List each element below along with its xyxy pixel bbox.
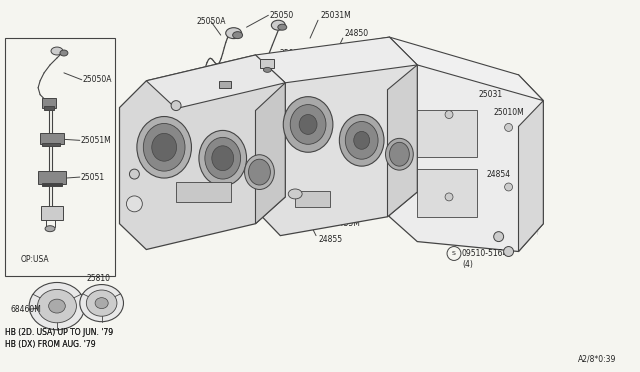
- Ellipse shape: [226, 28, 241, 39]
- Ellipse shape: [199, 131, 246, 186]
- Ellipse shape: [137, 116, 191, 178]
- Ellipse shape: [80, 285, 124, 322]
- Text: 25050A: 25050A: [83, 75, 112, 84]
- Ellipse shape: [212, 146, 234, 171]
- Ellipse shape: [152, 134, 177, 161]
- Circle shape: [493, 232, 504, 241]
- Text: (4): (4): [462, 260, 473, 269]
- Text: 09510-51642: 09510-51642: [462, 249, 513, 258]
- Text: OP:USA: OP:USA: [20, 255, 49, 264]
- Text: 24855B: 24855B: [149, 143, 179, 152]
- Ellipse shape: [143, 124, 185, 171]
- Circle shape: [504, 124, 513, 131]
- Bar: [295, 191, 330, 207]
- Ellipse shape: [38, 289, 76, 323]
- Ellipse shape: [354, 131, 370, 149]
- Text: 25050A: 25050A: [197, 17, 227, 26]
- Polygon shape: [518, 101, 543, 251]
- Circle shape: [504, 183, 513, 191]
- Bar: [260, 59, 275, 68]
- Text: HB (2D. USA) UP TO JUN. '79: HB (2D. USA) UP TO JUN. '79: [5, 328, 113, 337]
- Text: 25010M: 25010M: [493, 108, 524, 117]
- Text: 25051: 25051: [81, 173, 105, 182]
- Bar: [417, 169, 477, 217]
- Ellipse shape: [278, 24, 287, 30]
- Ellipse shape: [86, 290, 117, 316]
- Ellipse shape: [60, 50, 68, 56]
- Text: HB (DX) FROM AUG. '79: HB (DX) FROM AUG. '79: [5, 340, 96, 349]
- Ellipse shape: [45, 226, 55, 232]
- Text: 68439Y: 68439Y: [166, 173, 195, 182]
- Ellipse shape: [299, 115, 317, 134]
- Ellipse shape: [288, 189, 302, 199]
- Bar: [38, 171, 66, 184]
- Ellipse shape: [244, 155, 275, 189]
- Text: A2/8*0:39: A2/8*0:39: [578, 354, 616, 363]
- Text: 25031M: 25031M: [320, 11, 351, 20]
- Bar: [42, 183, 62, 186]
- Bar: [40, 134, 64, 144]
- Text: 68435M: 68435M: [469, 73, 500, 82]
- Text: 24819: 24819: [156, 98, 180, 107]
- Text: 24830: 24830: [372, 48, 396, 58]
- Circle shape: [504, 247, 513, 256]
- Polygon shape: [255, 37, 417, 83]
- Text: 68460M: 68460M: [10, 305, 41, 314]
- Text: 25810: 25810: [292, 209, 316, 218]
- Bar: [219, 81, 230, 88]
- Text: S: S: [452, 251, 456, 256]
- Text: 25051M: 25051M: [81, 136, 111, 145]
- Polygon shape: [147, 55, 285, 109]
- Ellipse shape: [264, 67, 271, 73]
- Polygon shape: [255, 37, 417, 235]
- Circle shape: [129, 169, 140, 179]
- Bar: [176, 182, 230, 202]
- Circle shape: [445, 193, 453, 201]
- Ellipse shape: [205, 137, 241, 179]
- Ellipse shape: [284, 97, 333, 152]
- Ellipse shape: [51, 47, 63, 55]
- Text: 24850: 24850: [345, 29, 369, 38]
- Text: 25030: 25030: [279, 48, 303, 58]
- Bar: [42, 143, 60, 146]
- Bar: [42, 98, 56, 108]
- Ellipse shape: [271, 20, 285, 30]
- Bar: [5, 38, 115, 276]
- Polygon shape: [390, 65, 543, 251]
- Text: 25050: 25050: [269, 11, 294, 20]
- Text: 68435M: 68435M: [330, 219, 361, 228]
- Text: HB (2D. USA) UP TO JUN. '79: HB (2D. USA) UP TO JUN. '79: [5, 328, 113, 337]
- Ellipse shape: [346, 122, 378, 159]
- Ellipse shape: [29, 282, 84, 330]
- Text: 24205A: 24205A: [156, 80, 186, 89]
- Bar: [41, 206, 63, 220]
- Ellipse shape: [339, 115, 384, 166]
- Text: HB (DX) FROM AUG. '79: HB (DX) FROM AUG. '79: [5, 340, 96, 349]
- Polygon shape: [255, 83, 285, 224]
- Ellipse shape: [385, 138, 413, 170]
- Text: 24855: 24855: [318, 235, 342, 244]
- Circle shape: [171, 101, 181, 110]
- Bar: [44, 106, 54, 110]
- Polygon shape: [120, 55, 285, 250]
- Polygon shape: [387, 65, 417, 217]
- Text: 24854: 24854: [487, 170, 511, 179]
- Ellipse shape: [390, 142, 410, 166]
- Ellipse shape: [49, 299, 65, 313]
- Bar: [417, 110, 477, 157]
- Ellipse shape: [95, 298, 108, 309]
- Ellipse shape: [290, 105, 326, 144]
- Circle shape: [445, 110, 453, 119]
- Text: 24870A: 24870A: [149, 123, 179, 132]
- Ellipse shape: [233, 32, 243, 39]
- Polygon shape: [390, 37, 543, 101]
- Ellipse shape: [248, 159, 270, 185]
- Circle shape: [127, 196, 142, 212]
- Text: 25810: 25810: [87, 274, 111, 283]
- Text: 25031: 25031: [479, 90, 503, 99]
